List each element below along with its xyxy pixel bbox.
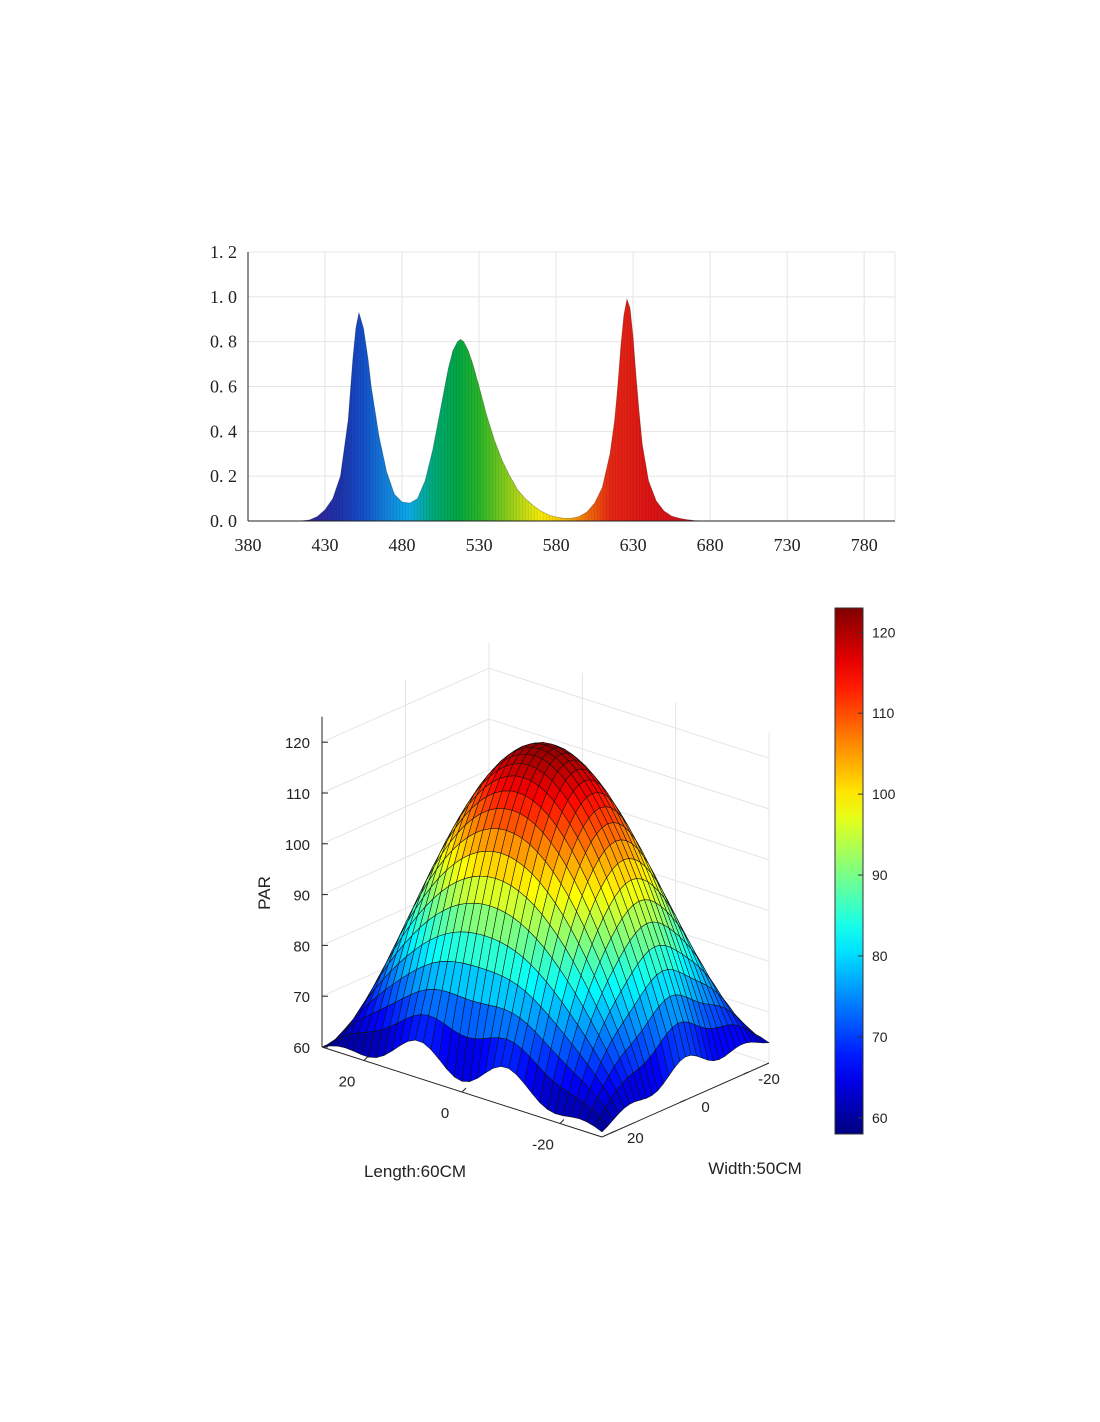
- spectrum-series-line: [298, 297, 703, 522]
- spectrum-x-tick: 530: [466, 535, 493, 555]
- par-surface-chart: 60 70 80 90 100 110 120 20 0 -20 -20 0 20 PAR Length…: [255, 607, 896, 1181]
- spectrum-x-tick: 780: [851, 535, 878, 555]
- z-tick: 80: [293, 938, 310, 955]
- spectrum-x-tick: 580: [543, 535, 570, 555]
- spectrum-x-tick: 680: [697, 535, 724, 555]
- spectrum-x-tick: 480: [389, 535, 416, 555]
- z-tick: 100: [285, 837, 310, 854]
- box-gridline: [488, 667, 770, 759]
- colorbar-tick: 90: [872, 867, 888, 883]
- z-axis-label: PAR: [255, 876, 274, 910]
- width-axis-label: Width:50CM: [708, 1159, 802, 1178]
- z-tick: 110: [286, 786, 310, 803]
- spectrum-x-tick: 730: [774, 535, 801, 555]
- spectrum-y-tick: 0. 0: [210, 511, 237, 531]
- spectrum-y-tick-labels: 0. 0 0. 2 0. 4 0. 6 0. 8 1. 0 1. 2: [210, 242, 237, 531]
- colorbar-gradient: [834, 607, 864, 1135]
- spectrum-x-tick-labels: 380 430 480 530 580 630 680 730 780: [235, 535, 878, 555]
- width-tick: 20: [627, 1130, 644, 1147]
- colorbar: 60 70 80 90 100 110 120: [834, 607, 896, 1135]
- box-gridline: [488, 718, 770, 810]
- colorbar-tick: 100: [872, 786, 896, 802]
- z-tick: 120: [285, 735, 310, 752]
- colorbar-tick: 70: [872, 1029, 888, 1045]
- length-tick-mark: [363, 1056, 369, 1061]
- width-tick-mark: [680, 1099, 686, 1103]
- spectrum-y-tick: 0. 2: [210, 466, 237, 486]
- z-tick: 90: [293, 888, 310, 905]
- length-tick: 0: [441, 1105, 449, 1122]
- par-surface-mesh: [321, 742, 770, 1133]
- z-tick: 70: [293, 989, 310, 1006]
- surface-cell: [593, 1116, 608, 1133]
- length-tick: -20: [532, 1137, 554, 1154]
- spectrum-y-tick: 0. 6: [210, 377, 237, 397]
- spectrum-x-tick: 430: [312, 535, 339, 555]
- spectrum-y-tick: 1. 2: [210, 242, 237, 262]
- colorbar-tick: 110: [872, 705, 895, 721]
- z-tick: 60: [293, 1040, 310, 1057]
- width-tick-mark: [743, 1071, 750, 1075]
- colorbar-tick: 120: [872, 624, 896, 640]
- surface-tick-labels: 60 70 80 90 100 110 120 20 0 -20 -20 0 20: [285, 735, 780, 1153]
- width-tick-mark: [610, 1130, 616, 1134]
- spectrum-axes: [247, 252, 895, 522]
- length-axis-label: Length:60CM: [364, 1162, 466, 1181]
- spectrum-x-tick: 630: [620, 535, 647, 555]
- length-tick-mark: [559, 1119, 565, 1124]
- spectrum-y-tick: 0. 4: [210, 421, 237, 441]
- width-tick: -20: [758, 1071, 780, 1088]
- length-tick-mark: [461, 1087, 467, 1093]
- spectrum-y-tick: 0. 8: [210, 332, 237, 352]
- spectrum-x-tick: 380: [235, 535, 262, 555]
- spectrum-y-tick: 1. 0: [210, 287, 237, 307]
- colorbar-tick-labels: 60 70 80 90 100 110 120: [858, 624, 896, 1126]
- length-tick: 20: [339, 1074, 356, 1091]
- colorbar-tick: 60: [872, 1110, 888, 1126]
- spectrum-chart: 380 430 480 530 580 630 680 730 780 0. 0 0. 2 0. 4…: [210, 242, 896, 555]
- width-tick: 0: [701, 1099, 709, 1116]
- colorbar-tick: 80: [872, 948, 888, 964]
